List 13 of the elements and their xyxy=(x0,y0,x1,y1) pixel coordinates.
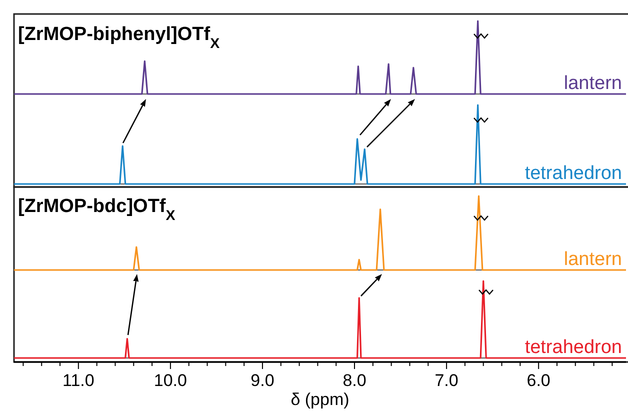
series-label: tetrahedron xyxy=(524,337,622,358)
x-tick-label: 11.0 xyxy=(62,371,94,390)
series-label: lantern xyxy=(564,73,622,94)
series-label: tetrahedron xyxy=(524,163,622,184)
x-tick-label: 7.0 xyxy=(434,371,458,390)
x-tick-label: 6.0 xyxy=(526,371,550,390)
x-tick-label: 10.0 xyxy=(154,371,187,390)
chart-title: [ZrMOP-bdc]OTf$_{X}$ xyxy=(18,196,176,224)
chart-title: [ZrMOP-biphenyl]OTf$_{X}$ xyxy=(18,24,220,52)
x-tick-label: 9.0 xyxy=(250,371,274,390)
series-label: lantern xyxy=(564,249,622,270)
x-tick-label: 8.0 xyxy=(342,371,366,390)
x-axis-title: δ (ppm) xyxy=(290,390,350,409)
